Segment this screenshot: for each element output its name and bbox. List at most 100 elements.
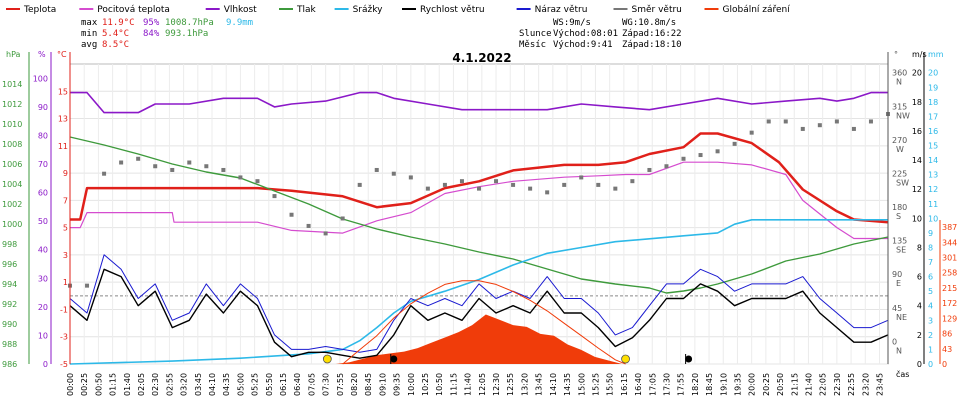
humidity-tick-label: 100 xyxy=(33,74,48,83)
pressure-tick-label: 986 xyxy=(2,360,17,369)
wind-direction-point xyxy=(340,216,345,221)
time-tick-label: 12:30 xyxy=(492,373,501,396)
solar-tick-label: 0 xyxy=(942,360,947,369)
rain-tick-label: 2 xyxy=(928,331,933,340)
wind-direction-point xyxy=(323,231,328,236)
time-tick-label: 21:40 xyxy=(804,373,813,396)
stats-min-hum: 84% xyxy=(143,29,160,39)
solar-tick-label: 172 xyxy=(942,299,957,308)
humidity-tick-label: 70 xyxy=(38,160,48,169)
time-tick-label: 05:50 xyxy=(265,373,274,396)
humidity-tick-label: 40 xyxy=(38,246,48,255)
wind-direction-point xyxy=(562,182,567,187)
legend-item: Pocitová teplota xyxy=(79,5,170,15)
time-tick-label: 11:15 xyxy=(449,373,458,396)
time-tick-label: 19:35 xyxy=(733,373,742,396)
rain-tick-label: 6 xyxy=(928,273,933,282)
wind-direction-point xyxy=(494,179,499,184)
moon-label: Měsíc xyxy=(519,40,546,50)
time-tick-label: 02:55 xyxy=(165,373,174,396)
rain-tick-label: 0 xyxy=(928,360,933,369)
time-tick-label: 13:45 xyxy=(535,373,544,396)
time-tick-label: 12:55 xyxy=(506,373,515,396)
wind-direction-point xyxy=(698,153,703,158)
time-tick-label: 18:20 xyxy=(691,373,700,396)
rain-tick-label: 11 xyxy=(928,200,938,209)
pressure-tick-label: 998 xyxy=(2,240,17,249)
temperature-tick-label: -1 xyxy=(60,305,68,314)
wind-direction-point xyxy=(868,119,873,124)
time-tick-label: 21:15 xyxy=(790,373,799,396)
pressure-tick-label: 1006 xyxy=(2,160,22,169)
temperature-tick-label: -5 xyxy=(60,360,68,369)
wind-direction-point xyxy=(272,194,277,199)
legend-label: Náraz větru xyxy=(535,5,588,15)
moonset-marker xyxy=(685,355,693,363)
rain-tick-label: 13 xyxy=(928,171,938,180)
time-tick-label: 18:45 xyxy=(705,373,714,396)
temperature-tick-label: -3 xyxy=(60,333,68,342)
humidity-tick-label: 0 xyxy=(43,360,48,369)
wind-direction-point xyxy=(102,171,107,176)
legend-item: Teplota xyxy=(6,5,56,15)
wind-sun-moon-info: WS:9m/s WG:10.8m/s Slunce Východ:08:01 Z… xyxy=(519,18,682,50)
wind-tick-label: 14 xyxy=(912,156,922,165)
pressure-tick-label: 1014 xyxy=(2,80,22,89)
time-tick-label: 09:10 xyxy=(378,373,387,396)
wind-direction-point xyxy=(425,186,430,191)
time-tick-label: 20:25 xyxy=(762,373,771,396)
wind-direction-point xyxy=(766,119,771,124)
wind-direction-point xyxy=(459,179,464,184)
stats-min-press: 993.1hPa xyxy=(165,29,208,39)
teplota-line xyxy=(70,132,889,224)
time-tick-label: 17:05 xyxy=(648,373,657,396)
pressure-tick-label: 990 xyxy=(2,320,17,329)
time-tick-label: 23:45 xyxy=(875,373,884,396)
wind-direction-point xyxy=(306,223,311,228)
time-tick-label: 16:40 xyxy=(634,373,643,396)
pressure-tick-label: 1010 xyxy=(2,120,22,129)
rain-tick-label: 1 xyxy=(928,345,933,354)
stats-min-label: min xyxy=(81,29,97,39)
stats-max-temp: 11.9°C xyxy=(102,18,135,28)
wind-direction-point xyxy=(119,160,124,165)
time-tick-label: 10:25 xyxy=(421,373,430,396)
wind-tick-label: 20 xyxy=(912,69,922,78)
time-tick-label: 16:15 xyxy=(620,373,629,396)
legend-label: Srážky xyxy=(353,5,384,15)
humidity-tick-label: 50 xyxy=(38,217,48,226)
axes: 00:00 00:25 00:50 01:15 01:40 02:05 02:30 02:55… xyxy=(2,52,957,396)
wind-direction-point xyxy=(442,182,447,187)
wind-direction-point xyxy=(391,171,396,176)
wind-tick-label: 2 xyxy=(917,331,922,340)
wind-direction-point xyxy=(238,175,243,180)
pressure-tick-label: 1004 xyxy=(2,180,22,189)
legend-item: Směr větru xyxy=(613,5,682,15)
temperature-tick-label: 7 xyxy=(63,196,68,205)
wind-direction-point xyxy=(545,190,550,195)
solar-tick-label: 301 xyxy=(942,253,957,262)
wind-tick-label: 4 xyxy=(917,302,922,311)
rain-tick-label: 5 xyxy=(928,287,933,296)
wind-direction-point xyxy=(579,175,584,180)
solar-tick-label: 258 xyxy=(942,269,957,278)
moon-rise: Východ:9:41 xyxy=(553,40,613,50)
stats-avg-label: avg xyxy=(81,40,97,50)
rain-unit: mm xyxy=(928,50,944,59)
wind-dir-tick-value: 270 xyxy=(892,136,907,145)
wind-direction-point xyxy=(187,160,192,165)
wind-direction-point xyxy=(153,164,158,169)
time-tick-label: 15:25 xyxy=(591,373,600,396)
wind-dir-tick-value: 0 xyxy=(892,337,897,346)
legend: Teplota Pocitová teplota Vlhkost Tlak Srážky… xyxy=(6,5,790,15)
rain-tick-label: 20 xyxy=(928,69,938,78)
wind-direction-point xyxy=(255,179,260,184)
wind-dir-tick-name: N xyxy=(896,346,902,355)
time-tick-label: 10:50 xyxy=(435,373,444,396)
time-tick-label: 05:00 xyxy=(236,373,245,396)
stats-block: max 11.9°C 95% 1008.7hPa 9.9mm min 5.4°C… xyxy=(81,18,253,50)
wind-direction-point xyxy=(834,119,839,124)
temperature-tick-label: 15 xyxy=(58,87,68,96)
wind-direction-point xyxy=(511,182,516,187)
